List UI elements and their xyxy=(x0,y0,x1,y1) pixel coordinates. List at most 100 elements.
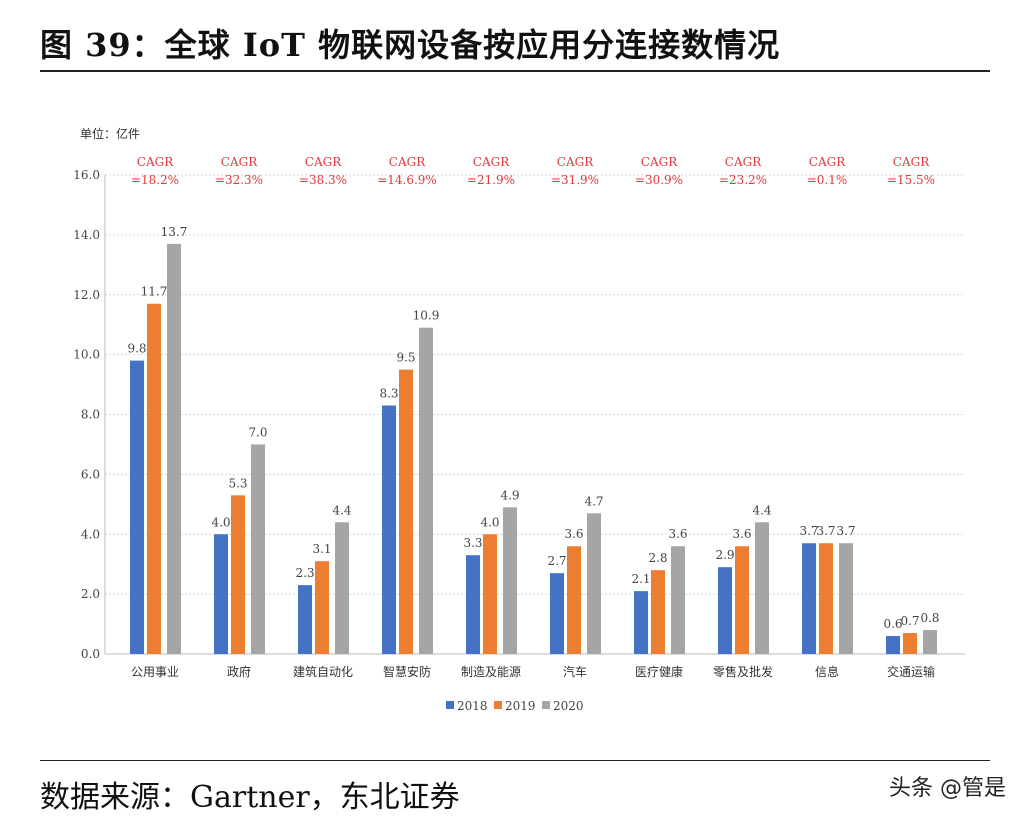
data-label: 4.4 xyxy=(332,503,351,517)
bar-2019 xyxy=(315,561,329,654)
legend-swatch-2018 xyxy=(446,701,454,709)
cagr-value: =18.2% xyxy=(131,173,179,187)
data-label: 5.3 xyxy=(228,476,247,490)
bar-2019 xyxy=(735,546,749,654)
bar-2018 xyxy=(802,543,816,654)
footer-rule xyxy=(40,760,990,761)
y-tick-label: 10.0 xyxy=(73,348,100,362)
y-tick-label: 16.0 xyxy=(73,168,100,182)
data-label: 3.6 xyxy=(564,527,583,541)
data-label: 2.7 xyxy=(547,554,566,568)
category-label: 制造及能源 xyxy=(461,665,521,679)
bar-2020 xyxy=(167,243,181,654)
cagr-value: =15.5% xyxy=(887,173,935,187)
cagr-value: =30.9% xyxy=(635,173,683,187)
cagr-label: CAGR xyxy=(725,155,762,169)
bar-2018 xyxy=(886,636,900,654)
legend-label: 2018 xyxy=(457,699,488,713)
data-label: 3.6 xyxy=(668,527,687,541)
legend-label: 2020 xyxy=(553,699,584,713)
data-label: 2.8 xyxy=(648,551,667,565)
data-label: 9.5 xyxy=(396,351,415,365)
bar-2020 xyxy=(503,507,517,654)
unit-label: 单位：亿件 xyxy=(80,126,140,141)
cagr-label: CAGR xyxy=(137,155,174,169)
data-label: 7.0 xyxy=(248,425,267,439)
data-label: 2.3 xyxy=(295,566,314,580)
cagr-label: CAGR xyxy=(389,155,426,169)
bar-2019 xyxy=(567,546,581,654)
category-label: 医疗健康 xyxy=(635,664,683,679)
watermark: 头条 @管是 xyxy=(889,776,1006,801)
bar-2020 xyxy=(839,543,853,654)
cagr-value: =21.9% xyxy=(467,173,515,187)
bar-2020 xyxy=(419,327,433,654)
bar-2019 xyxy=(147,303,161,654)
cagr-label: CAGR xyxy=(305,155,342,169)
cagr-label: CAGR xyxy=(557,155,594,169)
title-rule xyxy=(40,70,990,72)
category-label: 汽车 xyxy=(563,664,587,679)
cagr-value: =38.3% xyxy=(299,173,347,187)
cagr-value: =14.6.9% xyxy=(377,173,437,187)
legend-swatch-2020 xyxy=(542,701,550,709)
data-label: 3.1 xyxy=(312,542,331,556)
y-tick-label: 14.0 xyxy=(73,228,100,242)
bar-2018 xyxy=(382,405,396,654)
bar-2018 xyxy=(550,573,564,654)
bar-2019 xyxy=(399,369,413,654)
legend-swatch-2019 xyxy=(494,701,502,709)
category-label: 公用事业 xyxy=(131,665,179,679)
category-label: 智慧安防 xyxy=(383,664,431,679)
category-label: 政府 xyxy=(227,664,251,679)
cagr-value: =23.2% xyxy=(719,173,767,187)
bar-2018 xyxy=(214,534,228,654)
bar-2018 xyxy=(718,567,732,654)
data-label: 3.7 xyxy=(799,524,818,538)
bar-2019 xyxy=(231,495,245,654)
figure-title: 图 39：全球 IoT 物联网设备按应用分连接数情况 xyxy=(40,26,781,64)
data-label: 11.7 xyxy=(141,285,168,299)
data-label: 4.9 xyxy=(500,488,519,502)
data-label: 8.3 xyxy=(379,387,398,401)
data-label: 2.1 xyxy=(631,572,650,586)
data-label: 3.7 xyxy=(816,524,835,538)
cagr-label: CAGR xyxy=(641,155,678,169)
bar-2020 xyxy=(755,522,769,654)
data-label: 4.7 xyxy=(584,494,603,508)
category-label: 信息 xyxy=(815,664,839,679)
cagr-label: CAGR xyxy=(221,155,258,169)
bar-2020 xyxy=(251,444,265,654)
cagr-value: =0.1% xyxy=(807,173,848,187)
data-label: 3.3 xyxy=(463,536,482,550)
legend-label: 2019 xyxy=(505,699,536,713)
category-label: 建筑自动化 xyxy=(293,664,353,679)
y-tick-label: 8.0 xyxy=(81,408,100,422)
bar-2018 xyxy=(634,591,648,654)
bar-2020 xyxy=(335,522,349,654)
y-tick-label: 12.0 xyxy=(73,288,100,302)
data-label: 10.9 xyxy=(413,309,440,323)
data-label: 2.9 xyxy=(715,548,734,562)
cagr-label: CAGR xyxy=(893,155,930,169)
data-label: 4.4 xyxy=(752,503,771,517)
category-label: 交通运输 xyxy=(887,664,935,679)
y-tick-label: 2.0 xyxy=(81,587,100,601)
bar-2018 xyxy=(298,585,312,654)
bar-2019 xyxy=(819,543,833,654)
data-label: 9.8 xyxy=(127,342,146,356)
bar-2018 xyxy=(130,360,144,654)
y-tick-label: 6.0 xyxy=(81,467,100,481)
bar-2020 xyxy=(923,630,937,654)
cagr-label: CAGR xyxy=(809,155,846,169)
cagr-value: =32.3% xyxy=(215,173,263,187)
y-tick-label: 0.0 xyxy=(81,647,100,661)
bar-2019 xyxy=(483,534,497,654)
source-note: 数据来源：Gartner，东北证券 xyxy=(40,780,460,815)
data-label: 3.6 xyxy=(732,527,751,541)
bar-2019 xyxy=(903,633,917,654)
cagr-label: CAGR xyxy=(473,155,510,169)
data-label: 3.7 xyxy=(836,524,855,538)
data-label: 0.7 xyxy=(900,614,919,628)
data-label: 0.8 xyxy=(920,611,939,625)
